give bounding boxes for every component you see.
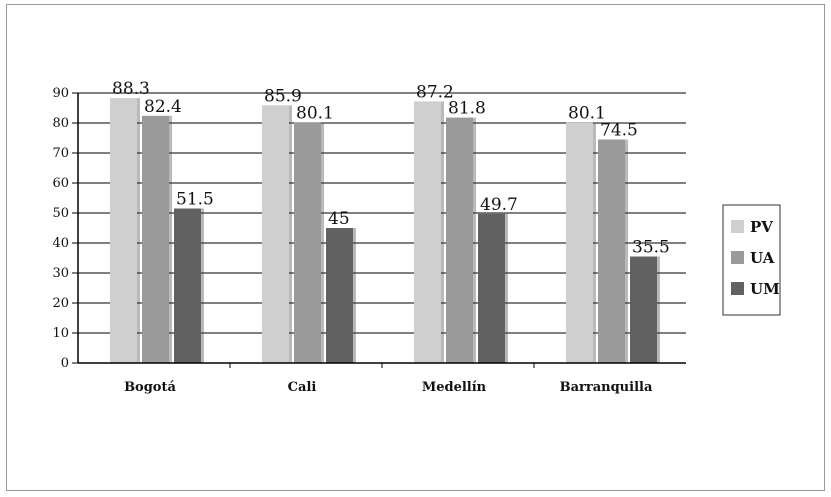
bar-edge (473, 117, 476, 363)
legend-label-pv: PV (750, 218, 773, 236)
bar-um (630, 256, 657, 363)
legend-label-ua: UA (750, 249, 775, 267)
legend-label-um: UM (750, 280, 780, 298)
x-tick-label: Medellín (422, 380, 487, 395)
axes: 0 10 20 30 40 50 60 70 80 90 Bogotá Cali Medellín Bar… (52, 86, 686, 395)
bar-edge (201, 208, 204, 363)
data-label: 35.5 (632, 238, 670, 258)
x-tick-label: Barranquilla (560, 380, 653, 395)
y-tick-label: 50 (52, 206, 69, 221)
bar-pv (566, 122, 593, 363)
bar-ua (294, 122, 321, 363)
data-label: 81.8 (448, 99, 486, 119)
y-tick-label: 80 (52, 116, 69, 131)
bar-pv (110, 98, 137, 363)
bar-ua (142, 115, 169, 363)
bar-ua (598, 139, 625, 363)
y-tick-label: 40 (52, 236, 69, 251)
legend: PV UA UM (722, 204, 781, 316)
data-label: 87.2 (416, 82, 454, 102)
legend-swatch-um (731, 282, 744, 295)
bar-um (326, 228, 353, 363)
bar-edge (505, 213, 508, 363)
y-tick-label: 0 (61, 356, 69, 371)
data-label: 49.7 (480, 195, 518, 215)
data-label: 80.1 (296, 104, 334, 124)
y-tick-label: 30 (52, 266, 69, 281)
bar-edge (289, 105, 292, 364)
y-tick-label: 10 (52, 326, 69, 341)
x-tick-label: Cali (288, 380, 317, 395)
y-tick-label: 90 (52, 86, 69, 101)
x-tick-label: Bogotá (124, 380, 176, 395)
data-label: 88.3 (112, 79, 150, 99)
data-labels: 88.382.451.585.980.14587.281.849.780.174… (112, 79, 670, 257)
bar-edge (353, 228, 356, 363)
bar-edge (137, 98, 140, 363)
data-label: 85.9 (264, 86, 302, 106)
y-tick-label: 60 (52, 176, 69, 191)
bar-edge (169, 115, 172, 363)
bar-edge (441, 101, 444, 364)
legend-swatch-pv (731, 220, 744, 233)
y-tick-label: 20 (52, 296, 69, 311)
bars (110, 98, 660, 364)
y-tick-label: 70 (52, 146, 69, 161)
legend-swatch-ua (731, 251, 744, 264)
bar-pv (414, 101, 441, 364)
bar-pv (262, 105, 289, 364)
data-label: 82.4 (144, 97, 182, 117)
bar-ua (446, 117, 473, 363)
bar-edge (657, 256, 660, 363)
bar-edge (321, 122, 324, 363)
data-label: 51.5 (176, 190, 214, 210)
bar-um (174, 208, 201, 363)
bar-um (478, 213, 505, 363)
data-label: 80.1 (568, 104, 606, 124)
bar-edge (625, 139, 628, 363)
bar-edge (593, 122, 596, 363)
data-label: 45 (328, 209, 350, 229)
data-label: 74.5 (600, 121, 638, 141)
